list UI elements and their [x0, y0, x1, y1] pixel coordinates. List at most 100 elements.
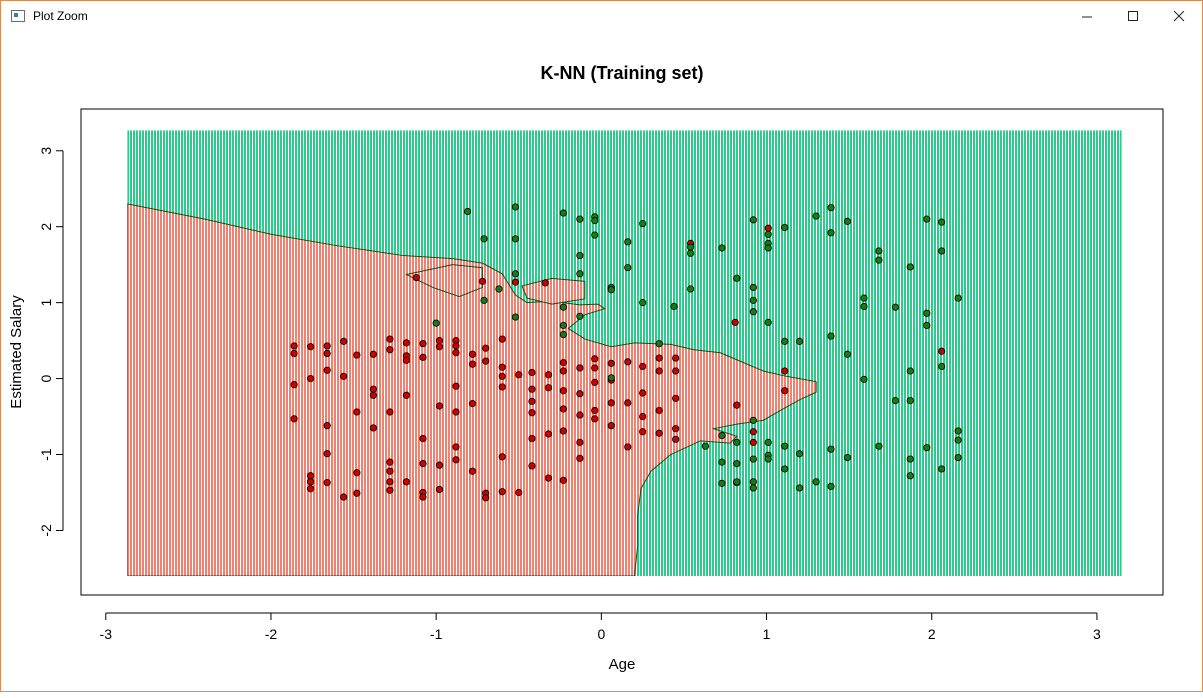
data-point-class-0: [452, 456, 460, 464]
data-point-class-0: [639, 412, 647, 421]
data-point-class-1: [591, 231, 599, 239]
data-point-class-1: [860, 302, 868, 311]
data-point-class-0: [544, 384, 553, 392]
data-point-class-0: [749, 428, 757, 436]
data-point-class-1: [686, 285, 695, 293]
data-point-class-1: [591, 217, 599, 225]
data-point-class-0: [412, 273, 420, 282]
data-point-class-1: [559, 303, 567, 311]
close-button[interactable]: [1156, 1, 1202, 31]
data-point-class-0: [731, 318, 739, 326]
data-point-class-1: [576, 251, 584, 260]
data-point-class-0: [655, 406, 663, 415]
data-points: [290, 203, 962, 502]
maximize-button[interactable]: [1110, 1, 1156, 31]
data-point-class-1: [954, 453, 962, 462]
data-point-class-0: [386, 335, 394, 343]
data-point-class-1: [923, 215, 931, 223]
y-tick-label: 1: [38, 299, 54, 307]
data-point-class-0: [386, 458, 394, 466]
data-point-class-0: [353, 489, 361, 497]
data-point-class-1: [639, 299, 647, 307]
data-point-class-0: [482, 344, 490, 352]
data-point-class-1: [764, 455, 772, 463]
data-point-class-0: [435, 485, 444, 494]
data-point-class-0: [478, 277, 487, 285]
data-point-class-1: [733, 478, 741, 486]
data-point-class-0: [386, 346, 394, 354]
data-point-class-0: [515, 371, 523, 379]
minimize-icon: [1081, 16, 1092, 17]
minimize-button[interactable]: [1064, 1, 1110, 31]
data-point-class-1: [781, 337, 789, 345]
data-point-class-0: [369, 385, 377, 393]
data-point-class-1: [749, 484, 757, 492]
data-point-class-0: [452, 342, 460, 350]
data-point-class-0: [544, 371, 553, 379]
data-point-class-0: [340, 337, 348, 345]
data-point-class-1: [733, 460, 741, 468]
data-point-class-0: [468, 350, 477, 358]
data-point-class-0: [528, 409, 536, 417]
data-point-class-0: [386, 486, 394, 494]
data-point-class-0: [419, 434, 427, 443]
data-point-class-1: [812, 478, 820, 486]
data-point-class-0: [498, 488, 506, 496]
data-point-class-0: [607, 422, 615, 430]
data-point-class-1: [827, 445, 835, 453]
data-point-class-0: [290, 349, 298, 358]
data-point-class-0: [559, 427, 567, 435]
window-controls: [1064, 1, 1202, 31]
data-point-class-0: [559, 359, 567, 367]
data-point-class-1: [843, 453, 852, 462]
data-point-class-0: [419, 493, 427, 501]
data-point-class-0: [655, 429, 663, 437]
data-point-class-0: [733, 401, 741, 409]
data-point-class-0: [544, 474, 553, 482]
data-point-class-0: [576, 364, 584, 372]
data-point-class-1: [906, 396, 914, 405]
data-point-class-1: [906, 367, 914, 375]
decision-regions: [127, 130, 1122, 577]
data-point-class-0: [402, 356, 411, 364]
data-point-class-1: [607, 286, 615, 294]
title-bar[interactable]: Plot Zoom: [1, 1, 1202, 31]
data-point-class-0: [435, 461, 444, 469]
data-point-class-0: [511, 278, 520, 286]
data-point-class-1: [624, 238, 632, 246]
region-class-0-island: [404, 264, 483, 298]
data-point-class-0: [541, 279, 549, 287]
data-point-class-1: [827, 332, 835, 340]
data-point-class-0: [559, 476, 567, 484]
data-point-class-1: [954, 436, 962, 444]
data-point-class-0: [369, 391, 377, 399]
data-point-class-0: [323, 422, 331, 430]
data-point-class-0: [353, 408, 361, 416]
data-point-class-0: [419, 340, 427, 348]
data-point-class-0: [938, 347, 946, 355]
data-point-class-0: [528, 397, 536, 405]
data-point-class-0: [528, 434, 536, 443]
data-point-class-0: [559, 367, 567, 375]
data-point-class-0: [544, 430, 553, 438]
region-class-0-island: [521, 277, 586, 305]
data-point-class-1: [781, 442, 789, 450]
data-point-class-1: [827, 482, 835, 491]
data-point-class-1: [781, 223, 789, 232]
data-point-class-0: [528, 385, 536, 393]
data-point-class-0: [468, 360, 477, 368]
data-point-class-0: [386, 478, 394, 486]
data-point-class-0: [452, 408, 460, 416]
data-point-class-0: [402, 339, 411, 347]
data-point-class-1: [624, 264, 632, 272]
data-point-class-1: [718, 244, 726, 252]
data-point-class-1: [891, 396, 899, 405]
data-point-class-0: [607, 399, 615, 407]
x-tick-label: 3: [1093, 626, 1101, 642]
region-class-0: [127, 203, 817, 577]
data-point-class-0: [307, 374, 315, 383]
data-point-class-1: [559, 330, 567, 339]
data-point-class-0: [482, 357, 490, 365]
data-point-class-1: [749, 455, 757, 463]
data-point-class-1: [559, 209, 567, 217]
